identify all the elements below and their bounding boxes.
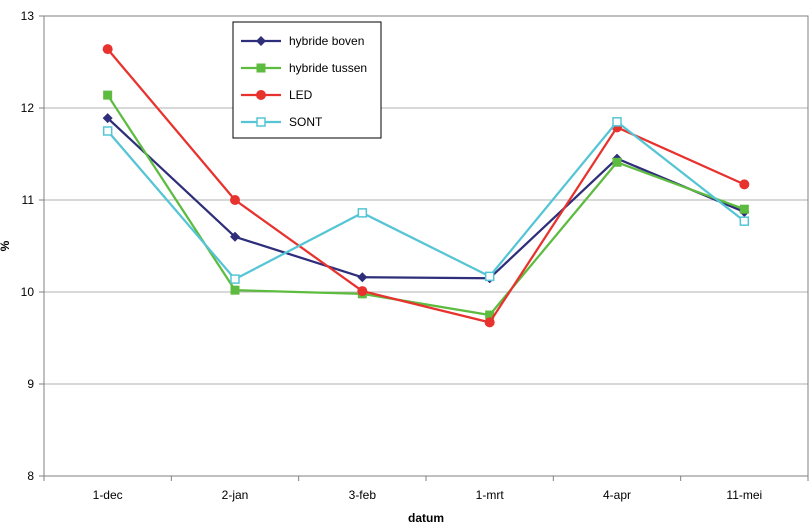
legend-item: hybride boven [241,34,364,48]
y-tick-label: 9 [27,377,34,391]
data-point [102,44,113,55]
x-axis-ticks: 1-dec 2-jan 3-feb 1-mrt 4-apr 11-mei [43,476,809,502]
legend-label: hybride boven [289,34,364,48]
series-line [106,94,745,317]
data-point [484,271,495,282]
data-point [357,272,368,283]
y-tick-label: 13 [21,9,35,23]
data-point [612,117,622,127]
legend-marker [256,63,266,73]
y-axis-title: % [0,240,12,251]
x-tick-label: 1-mrt [476,488,505,502]
gridlines [44,15,808,477]
plot-area [43,15,809,477]
x-tick-label: 2-jan [222,488,249,502]
data-point [357,286,368,297]
legend-label: hybride tussen [289,61,367,75]
legend-item: SONT [241,115,323,129]
y-tick-label: 8 [27,469,34,483]
series-SONT [102,117,750,284]
legend-marker [256,36,266,46]
series-group [102,44,750,328]
y-axis-ticks: 8 9 10 11 12 13 [21,9,44,483]
series-hybride-boven [102,113,750,284]
y-tick-label: 10 [21,285,35,299]
data-point [102,113,113,124]
y-tick-label: 11 [22,193,35,207]
series-LED [102,44,750,328]
data-point [102,126,113,136]
series-line [106,48,745,324]
x-tick-label: 1-dec [93,488,123,502]
legend-marker [256,117,266,127]
legend-marker [256,90,266,100]
data-point [357,208,368,218]
x-axis-title: datum [408,511,444,525]
x-tick-label: 11-mei [726,488,762,502]
legend: hybride boven hybride tussen LED SONT [232,21,382,139]
data-point [485,310,495,320]
legend-label: SONT [289,115,323,129]
data-point [739,179,750,190]
data-point [103,90,113,100]
legend-item: hybride tussen [241,61,367,75]
data-point [230,274,240,284]
data-point [739,216,750,226]
series-line [106,120,746,281]
data-point [612,157,622,167]
series-line [106,117,745,280]
x-tick-label: 4-apr [603,488,631,502]
y-tick-label: 12 [21,101,35,115]
data-point [484,317,495,328]
x-tick-label: 3-feb [349,488,377,502]
data-point [739,204,749,214]
data-point [230,195,240,205]
legend-label: LED [289,88,313,102]
legend-item: LED [241,88,313,102]
data-point [230,231,240,242]
data-point [230,285,240,295]
